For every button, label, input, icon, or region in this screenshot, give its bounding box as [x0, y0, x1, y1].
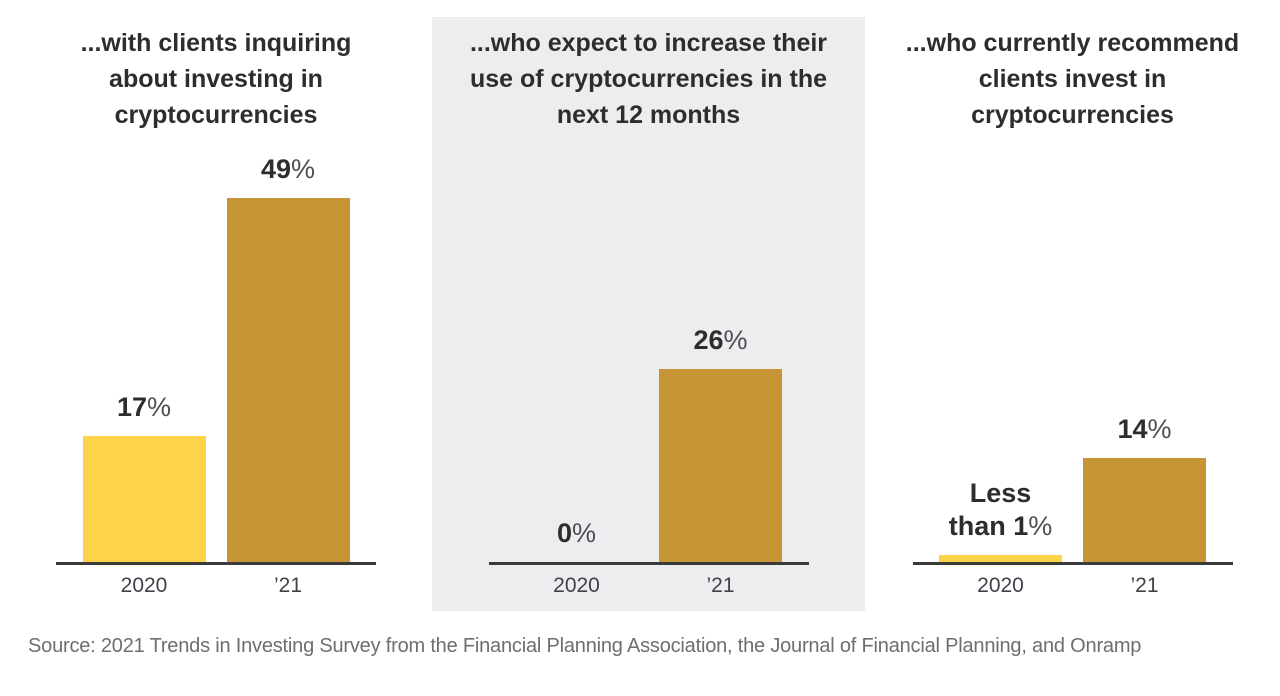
x-axis-line	[56, 562, 376, 565]
plot-area: 17% 49% 2020 ’21	[56, 153, 376, 598]
x-axis-ticks: 2020 ’21	[913, 565, 1233, 598]
x-axis-ticks: 2020 ’21	[489, 565, 809, 598]
x-axis-line	[488, 562, 809, 565]
bar-value-label: 26%	[693, 324, 747, 357]
bar-2021	[226, 198, 350, 562]
bars-row: 0% 26%	[489, 324, 809, 562]
bar-group-2020: Less than 1%	[939, 477, 1062, 562]
tick-2020: 2020	[977, 574, 1024, 597]
bar-group-2021: 14%	[1083, 413, 1206, 562]
tick-2020: 2020	[553, 574, 600, 597]
bar-value-number: 17	[116, 392, 148, 422]
panel-title: ...with clients inquiring about investin…	[80, 29, 352, 129]
panel-title: ...who currently recommend clients inves…	[905, 29, 1240, 129]
tick-21: ’21	[273, 574, 303, 597]
percent-sign: %	[572, 518, 597, 548]
tick-21: ’21	[706, 574, 735, 597]
percent-sign: %	[291, 154, 316, 184]
bar-group-2021: 49%	[226, 153, 350, 562]
bar-value-number: 26	[693, 325, 724, 355]
bar-value-label: 49%	[261, 153, 315, 186]
plot-area: Less than 1% 14% 2020 ’21	[912, 413, 1233, 598]
bar-value-label: Less than 1%	[945, 477, 1057, 543]
plot-area: 0% 26% 2020 ’21	[488, 324, 809, 598]
x-axis-line	[912, 562, 1233, 565]
bar-group-2021: 26%	[659, 324, 782, 562]
bar-value-label: 17%	[117, 391, 171, 424]
bar-value-number: 14	[1117, 414, 1148, 444]
bars-row: 17% 49%	[56, 153, 376, 562]
bar-value-number: Less than 1	[948, 478, 1032, 541]
bar-2021	[1083, 458, 1206, 562]
bar-2020	[939, 555, 1062, 562]
bar-2021	[659, 369, 782, 562]
panel-currently-recommend: ...who currently recommend clients inves…	[865, 0, 1280, 611]
bar-group-2020: 17%	[82, 391, 206, 562]
bar-value-label: 0%	[557, 517, 596, 550]
bar-value-number: 49	[260, 154, 292, 184]
panel-title: ...who expect to increase their use of c…	[469, 29, 828, 129]
tick-2020: 2020	[120, 574, 168, 597]
panel-clients-inquiring: ...with clients inquiring about investin…	[0, 0, 432, 611]
panel-expect-increase: ...who expect to increase their use of c…	[432, 0, 865, 611]
source-note: Source: 2021 Trends in Investing Survey …	[28, 635, 1142, 657]
bars-row: Less than 1% 14%	[913, 413, 1233, 562]
tick-21: ’21	[1130, 574, 1159, 597]
chart-panels-row: ...with clients inquiring about investin…	[0, 0, 1280, 611]
bar-value-number: 0	[556, 518, 572, 548]
percent-sign: %	[147, 392, 172, 422]
bar-group-2020: 0%	[515, 517, 638, 562]
percent-sign: %	[1028, 511, 1053, 541]
percent-sign: %	[1147, 414, 1172, 444]
bar-value-label: 14%	[1117, 413, 1171, 446]
percent-sign: %	[723, 325, 748, 355]
x-axis-ticks: 2020 ’21	[56, 565, 376, 598]
bar-2020	[82, 436, 206, 562]
